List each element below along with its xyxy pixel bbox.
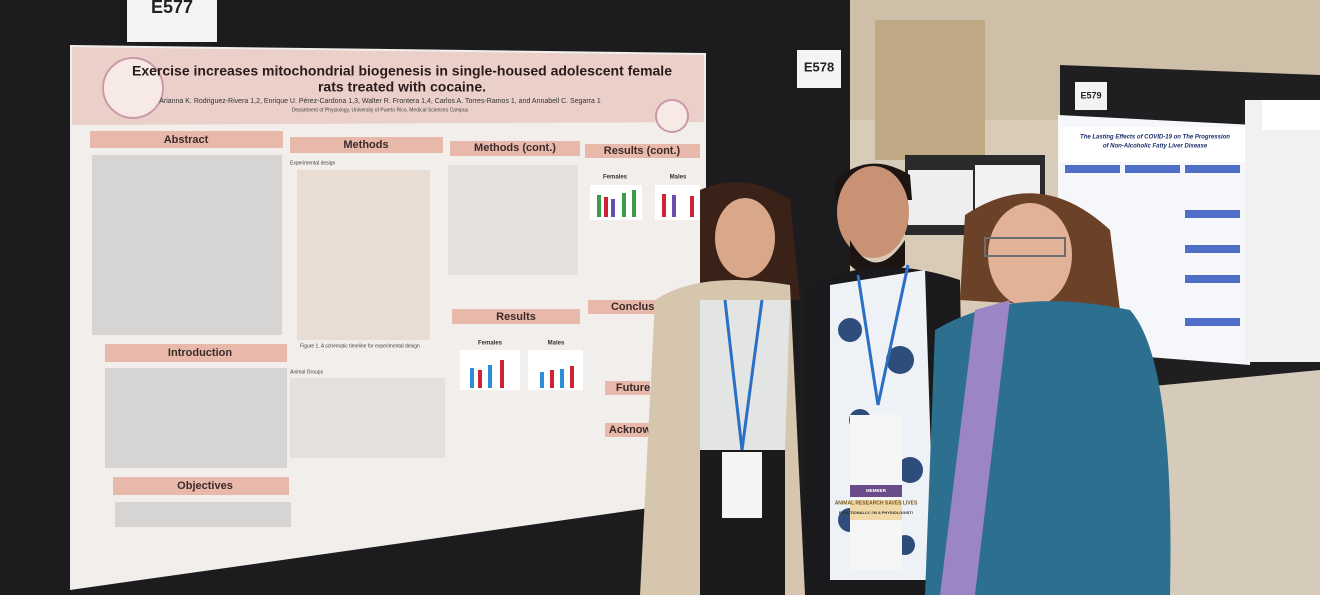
section-heading: Results xyxy=(496,311,536,323)
person xyxy=(805,163,965,595)
far-poster-header xyxy=(1262,100,1320,130)
booth-number: E577 xyxy=(151,0,193,17)
section-bar xyxy=(585,144,700,158)
section-bar xyxy=(605,381,650,395)
badge-text: ANIMAL RESEARCH SAVES LIVES xyxy=(835,500,918,506)
booth-number: E578 xyxy=(804,59,834,74)
poster-header xyxy=(72,47,704,125)
booth-sign xyxy=(797,50,841,88)
side-poster-blocks xyxy=(1065,165,1240,326)
far-poster xyxy=(908,170,973,225)
figure-caption: Figure 1. A schematic timeline for exper… xyxy=(300,343,420,349)
booth-sign xyxy=(1075,82,1107,110)
poster-title: rats treated with cocaine. xyxy=(318,79,486,95)
body-text xyxy=(92,155,291,527)
chart-label: Males xyxy=(548,341,565,347)
side-poster-title: of Non-Alcoholic Fatty Liver Disease xyxy=(1103,144,1208,150)
section-bar xyxy=(113,477,289,495)
table xyxy=(448,165,578,275)
badge-text: FUNCTIONALLY, I'M A PHYSIOLOGIST! xyxy=(839,510,913,515)
section-heading: Acknow xyxy=(609,424,652,436)
door xyxy=(875,20,985,160)
figure-label: Experimental design xyxy=(290,160,336,166)
logo xyxy=(655,99,689,133)
poster-authors: Arianna K. Rodriguez-Rivera 1,2, Enrique… xyxy=(159,98,601,105)
section-heading: Results (cont.) xyxy=(604,145,681,157)
section-heading: Methods (cont.) xyxy=(474,142,556,154)
section-bar xyxy=(105,344,287,362)
section-heading: Objectives xyxy=(177,480,233,492)
section-heading: Future xyxy=(616,382,650,394)
timeline-figure xyxy=(297,170,430,340)
person xyxy=(640,182,805,595)
logo xyxy=(102,57,164,119)
chart-label: Females xyxy=(603,175,628,181)
side-poster-title: The Lasting Effects of COVID-19 on The P… xyxy=(1080,135,1230,141)
section-bar xyxy=(452,309,580,324)
result-chart xyxy=(460,185,700,390)
booth-number: E579 xyxy=(1080,90,1101,100)
far-poster xyxy=(1245,100,1320,362)
poster-affiliation: Department of Physiology, University of … xyxy=(292,107,469,113)
section-bar xyxy=(605,423,650,437)
person xyxy=(925,193,1171,595)
table xyxy=(290,378,445,458)
table-label: Animal Groups xyxy=(290,369,324,375)
section-heading: Introduction xyxy=(168,347,232,359)
side-poster-header xyxy=(1060,127,1250,162)
booth-sign xyxy=(127,0,217,42)
section-bar xyxy=(90,131,283,148)
section-heading: Abstract xyxy=(164,134,209,146)
section-bar xyxy=(450,141,580,156)
section-heading: Methods xyxy=(343,139,388,151)
section-bar xyxy=(290,137,443,153)
chart-label: Females xyxy=(478,341,503,347)
badge-text: MEMBER xyxy=(866,488,887,493)
chart-label: Males xyxy=(670,175,687,181)
floor xyxy=(1150,360,1320,595)
poster-title: Exercise increases mitochondrial biogene… xyxy=(132,63,672,79)
